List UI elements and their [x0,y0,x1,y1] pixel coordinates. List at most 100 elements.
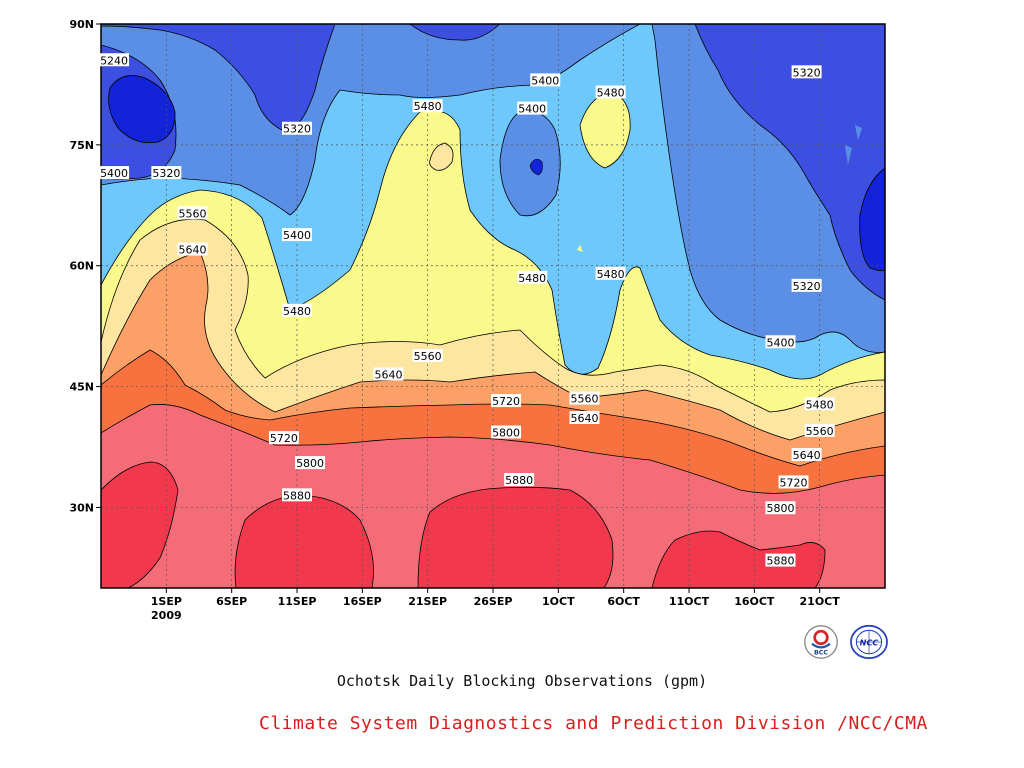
contour-label: 5560 [414,350,442,363]
x-tick-label: 21OCT [800,595,841,608]
contour-label-bg [791,65,822,79]
contour-label-bg [517,101,548,115]
contour-label-bg [177,206,208,220]
contour-label-bg [295,456,326,470]
contour-label-bg [569,410,600,424]
contour-label-bg [791,278,822,292]
contour-label-bg [765,501,796,515]
band-5240 [694,24,885,301]
contour-label: 5560 [570,393,598,406]
contour-label-bg [491,394,522,408]
contour-label-bg [268,431,299,445]
chart-title: Ochotsk Daily Blocking Observations (gpm… [336,672,708,690]
contour-label-bg [373,367,404,381]
contour-label: 5720 [270,432,298,445]
x-tick-label: 11OCT [669,595,710,608]
contour-label: 5640 [178,244,206,257]
small-cell [855,125,862,140]
band-lt5240 [108,75,176,144]
contour-label: 5800 [296,457,324,470]
contour-label-bg [282,228,312,242]
contour-label: 5400 [283,229,311,242]
x-tick-label: 16SEP [343,595,382,608]
band-5880 [417,486,614,588]
contour-label-bg [765,335,796,349]
contour-label: 5320 [793,280,821,293]
contour-label-bg [791,448,822,462]
x-tick-label: 1SEP [151,595,182,608]
x-tick-label: 11SEP [278,595,317,608]
band-5320 [499,111,561,217]
y-tick-label: 90N [69,18,94,31]
contour-label: 5480 [414,100,442,113]
contour-label-bg [99,53,130,67]
band-5240 [409,24,501,41]
band-lt5240 [859,167,885,272]
contour-label: 5320 [283,123,311,136]
contour-label-bg [491,425,522,439]
contour-label: 5480 [283,305,311,318]
contour-label: 5400 [518,103,546,116]
contour-label-bg [151,166,182,180]
svg-text:NCC: NCC [860,638,879,648]
x-tick-label: 26SEP [474,595,513,608]
contour-label: 5800 [492,426,520,439]
contour-label-bg [530,73,561,87]
x-tick-label: 6SEP [216,595,247,608]
y-tick-label: 30N [69,501,94,514]
contour-label-bg [765,553,796,567]
contour-label-bg [517,270,548,284]
band-5240 [101,24,336,131]
x-tick-label: 21SEP [408,595,447,608]
contour-label: 5880 [505,474,533,487]
y-tick-label: 45N [69,381,94,394]
contour-label-bg [804,397,835,411]
contour-label-bg [282,303,312,317]
org-credit: Climate System Diagnostics and Predictio… [259,713,928,734]
contour-label-bg [282,488,312,502]
contour-label-bg [99,166,130,180]
contour-label-bg [595,266,626,280]
small-cell [529,158,543,176]
contour-label-bg [569,391,600,405]
x-year-label: 2009 [151,609,182,622]
contour-label-bg [804,423,835,437]
ncc-logo: NCC [850,624,888,660]
contour-label: 5480 [806,398,834,411]
contour-label: 5480 [597,268,625,281]
contour-label: 5640 [374,368,402,381]
x-tick-label: 6OCT [607,595,640,608]
contour-label: 5320 [152,167,180,180]
contour-label-bg [595,85,626,99]
y-tick-label: 60N [69,260,94,273]
contour-label: 5560 [806,425,834,438]
contour-label: 5640 [570,412,598,425]
contour-label: 5480 [597,86,625,99]
y-tick-label: 75N [69,139,94,152]
contour-label: 5720 [780,476,808,489]
contour-label-bg [504,473,535,487]
contour-label-bg [282,121,312,135]
x-tick-label: 1OCT [542,595,575,608]
small-cell [845,145,852,165]
contour-label: 5880 [766,555,794,568]
contour-label: 5240 [100,54,128,67]
contour-label: 5320 [793,66,821,79]
bcc-logo: BCC [804,625,838,659]
svg-text:BCC: BCC [814,650,828,657]
contour-label: 5640 [793,449,821,462]
contour-label: 5400 [100,167,128,180]
contour-label-bg [412,348,443,362]
contour-label: 5880 [283,489,311,502]
band-5320 [101,24,885,353]
contour-label-bg [177,242,208,256]
contour-label: 5800 [766,502,794,515]
band-5880 [101,461,179,588]
contour-label-bg [778,475,809,489]
band-5880 [651,530,826,588]
small-cell [577,245,583,252]
contour-labels: 5240 5320 5400 5560 5640 5320 5400 5480 5480 5400… [99,53,835,568]
contour-label: 5400 [766,336,794,349]
x-tick-label: 16OCT [734,595,775,608]
